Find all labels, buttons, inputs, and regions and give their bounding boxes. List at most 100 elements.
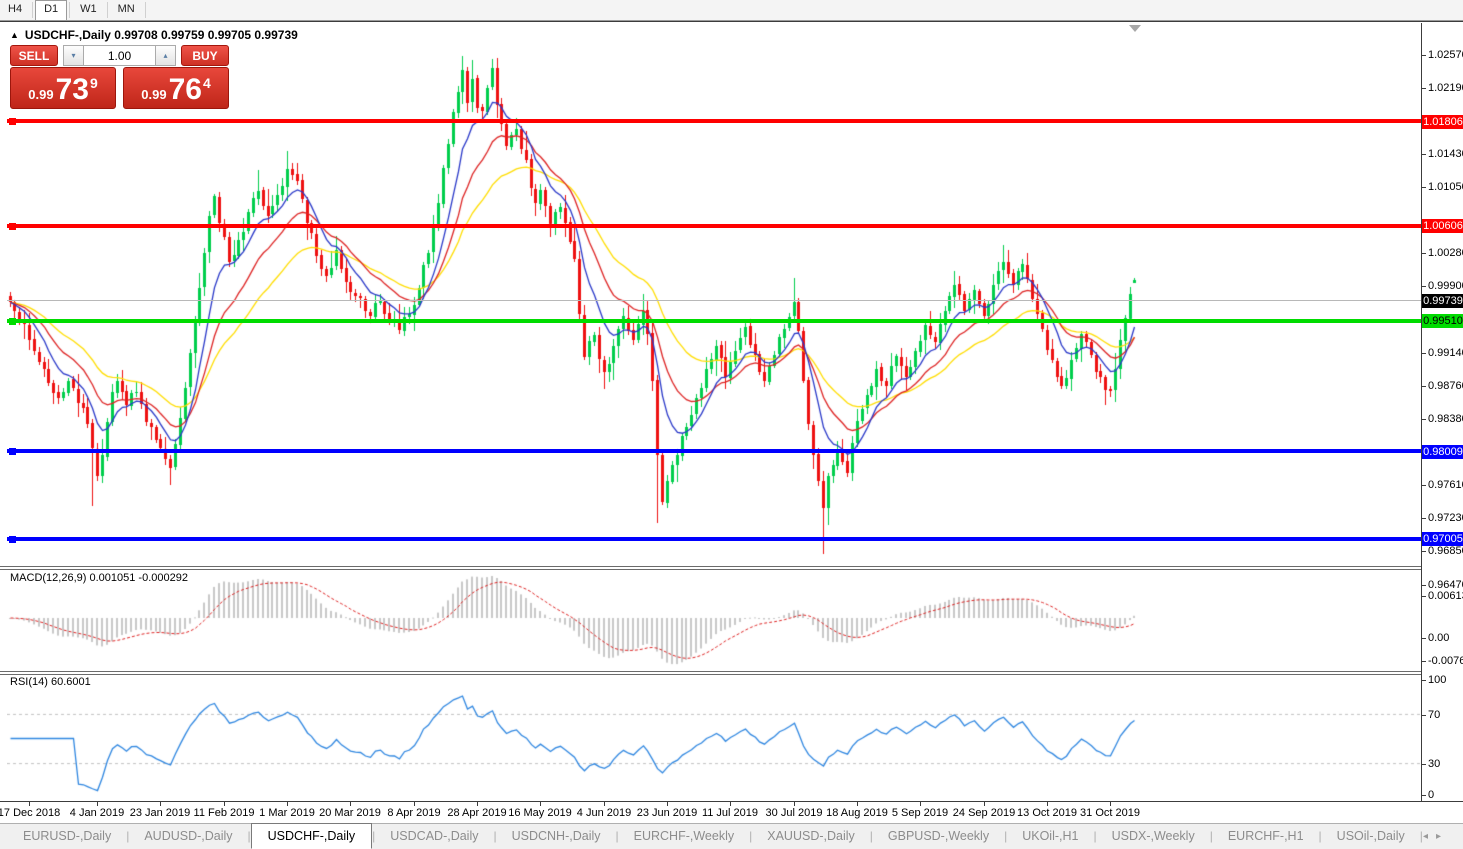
axis-tick bbox=[1422, 585, 1426, 586]
collapse-panel-icon[interactable]: ▲ bbox=[10, 30, 19, 40]
volume-increase-icon[interactable]: ▴ bbox=[155, 45, 176, 66]
chart-window: ▲ USDCHF-,Daily 0.99708 0.99759 0.99705 0… bbox=[0, 21, 1463, 849]
axis-tick bbox=[1422, 154, 1426, 155]
pivot-price-badge: 0.99510 bbox=[1422, 314, 1463, 328]
axis-tick bbox=[1422, 715, 1426, 716]
date-label: 5 Sep 2019 bbox=[891, 807, 949, 819]
tab-separator: | bbox=[1093, 829, 1097, 843]
line-anchor-handle[interactable] bbox=[9, 318, 16, 325]
pivot-line-0.99510[interactable] bbox=[7, 319, 1421, 323]
rsi-axis-label: 30 bbox=[1428, 758, 1441, 770]
tab-separator: | bbox=[869, 829, 873, 843]
rsi-indicator-canvas[interactable] bbox=[7, 674, 1421, 800]
date-tick bbox=[160, 802, 161, 806]
symbol-period-label: USDCHF-,Daily bbox=[24, 28, 111, 42]
tab-audusd-daily[interactable]: AUDUSD-,Daily bbox=[144, 829, 233, 843]
macd-indicator-canvas[interactable] bbox=[7, 570, 1421, 670]
line-anchor-handle[interactable] bbox=[9, 536, 16, 543]
date-label: 13 Oct 2019 bbox=[1017, 807, 1077, 819]
tab-eurchf-weekly[interactable]: EURCHF-,Weekly bbox=[633, 829, 735, 843]
support-line-0.98009[interactable] bbox=[7, 449, 1421, 453]
tab-usoil-daily[interactable]: USOil-,Daily bbox=[1336, 829, 1405, 843]
symbol-tab-bar: EURUSD-,Daily | AUDUSD-,Daily | USDCHF-,Dail… bbox=[0, 823, 1463, 849]
rsi-axis-label: 0 bbox=[1428, 789, 1435, 801]
price-tick-label: 1.02190 bbox=[1428, 82, 1463, 94]
date-label: 18 Aug 2019 bbox=[826, 807, 888, 819]
date-tick bbox=[29, 802, 30, 806]
price-chart-canvas[interactable] bbox=[7, 23, 1421, 566]
date-tick bbox=[920, 802, 921, 806]
date-tick bbox=[414, 802, 415, 806]
axis-tick bbox=[1422, 55, 1426, 56]
ask-price-main: 76 bbox=[168, 73, 202, 106]
axis-tick bbox=[1422, 253, 1426, 254]
tab-eurchf-h1[interactable]: EURCHF-,H1 bbox=[1227, 829, 1304, 843]
axis-tick bbox=[1422, 419, 1426, 420]
resistance-price-badge: 1.01806 bbox=[1422, 115, 1463, 129]
one-click-trade-panel: SELL ▾ 1.00 ▴ BUY 0.99 73 9 0.99 76 4 bbox=[10, 45, 229, 109]
timeframe-button-d1[interactable]: D1 bbox=[35, 0, 68, 20]
axis-tick bbox=[1422, 286, 1426, 287]
date-tick bbox=[1047, 802, 1048, 806]
tab-xauusd-daily[interactable]: XAUUSD-,Daily bbox=[767, 829, 855, 843]
chart-shift-marker-icon[interactable] bbox=[1129, 25, 1141, 32]
toolbar-separator bbox=[106, 2, 108, 18]
line-anchor-handle[interactable] bbox=[9, 223, 16, 230]
tab-usdcnh-daily[interactable]: USDCNH-,Daily bbox=[511, 829, 601, 843]
tab-separator: | bbox=[1004, 829, 1008, 843]
tab-usdcad-daily[interactable]: USDCAD-,Daily bbox=[390, 829, 479, 843]
date-label: 8 Apr 2019 bbox=[387, 807, 441, 819]
rsi-pane-separator[interactable] bbox=[0, 671, 1463, 675]
macd-axis-label: 0.00613 bbox=[1428, 590, 1463, 602]
date-label: 30 Jul 2019 bbox=[765, 807, 823, 819]
ask-price-button[interactable]: 0.99 76 4 bbox=[123, 67, 229, 109]
date-tick bbox=[730, 802, 731, 806]
line-anchor-handle[interactable] bbox=[9, 448, 16, 455]
date-label: 4 Jan 2019 bbox=[69, 807, 125, 819]
tab-separator: | bbox=[1419, 829, 1423, 843]
sell-button[interactable]: SELL bbox=[10, 45, 58, 66]
date-label: 28 Apr 2019 bbox=[447, 807, 507, 819]
tab-usdchf-daily[interactable]: USDCHF-,Daily bbox=[250, 823, 373, 849]
bid-price-main: 73 bbox=[55, 73, 89, 106]
timeframe-button-w1[interactable]: W1 bbox=[80, 3, 97, 15]
bid-price-pip: 9 bbox=[89, 75, 98, 91]
tab-gbpusd-weekly[interactable]: GBPUSD-,Weekly bbox=[887, 829, 990, 843]
toolbar-separator bbox=[144, 2, 146, 18]
axis-tick bbox=[1422, 638, 1426, 639]
resistance-line-1.01806[interactable] bbox=[7, 119, 1421, 123]
timeframe-button-mn[interactable]: MN bbox=[117, 3, 135, 15]
date-label: 23 Jun 2019 bbox=[636, 807, 698, 819]
line-anchor-handle[interactable] bbox=[9, 118, 16, 125]
axis-tick bbox=[1422, 795, 1426, 796]
timeframe-button-h4[interactable]: H4 bbox=[8, 3, 23, 15]
macd-pane-separator[interactable] bbox=[0, 566, 1463, 570]
tab-usdx-weekly[interactable]: USDX-,Weekly bbox=[1111, 829, 1195, 843]
bid-price-button[interactable]: 0.99 73 9 bbox=[10, 67, 116, 109]
buy-button[interactable]: BUY bbox=[181, 45, 229, 66]
tab-ukoil-h1[interactable]: UKOil-,H1 bbox=[1022, 829, 1079, 843]
toolbar-separator bbox=[32, 2, 34, 18]
support-line-0.97005[interactable] bbox=[7, 537, 1421, 541]
tab-eurusd-daily[interactable]: EURUSD-,Daily bbox=[23, 829, 112, 843]
price-tick-label: 1.02570 bbox=[1428, 49, 1463, 61]
tab-separator: | bbox=[1209, 829, 1213, 843]
support-price-badge: 0.97005 bbox=[1422, 532, 1463, 546]
chart-title: ▲ USDCHF-,Daily 0.99708 0.99759 0.99705 0… bbox=[10, 28, 298, 42]
axis-tick bbox=[1422, 485, 1426, 486]
volume-decrease-icon[interactable]: ▾ bbox=[63, 45, 84, 66]
macd-axis-label: 0.00 bbox=[1428, 632, 1450, 644]
tab-scroll-arrows[interactable]: ◂▸ bbox=[1422, 831, 1449, 842]
date-axis[interactable]: 17 Dec 2018 4 Jan 2019 23 Jan 2019 11 Feb 2… bbox=[0, 801, 1463, 824]
resistance-line-1.00606[interactable] bbox=[7, 224, 1421, 228]
date-label: 20 Mar 2019 bbox=[319, 807, 381, 819]
volume-input[interactable]: 1.00 bbox=[84, 45, 155, 66]
